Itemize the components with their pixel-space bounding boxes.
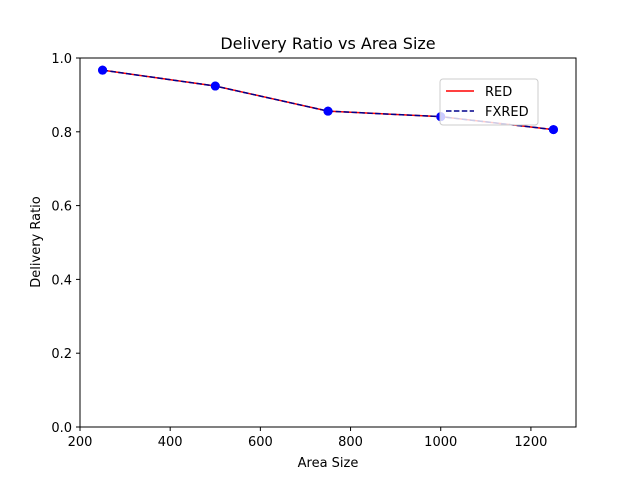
y-tick-label: 1.0	[51, 52, 72, 67]
y-tick-label: 0.0	[51, 421, 72, 436]
data-point-fxred	[323, 106, 333, 116]
legend-label-red: RED	[485, 85, 512, 100]
data-point-fxred	[210, 81, 220, 91]
y-tick-label: 0.8	[51, 126, 72, 141]
plot-frame	[79, 57, 577, 428]
data-point-fxred	[548, 125, 558, 135]
x-axis-ticks: 200 400 600 800 1000 1200	[68, 427, 547, 450]
x-tick-label: 800	[338, 435, 363, 450]
legend-label-fxred: FXRED	[485, 105, 529, 120]
y-axis-label: Delivery Ratio	[29, 196, 44, 288]
y-tick-label: 0.4	[51, 273, 72, 288]
x-axis-label: Area Size	[298, 456, 359, 471]
y-tick-label: 0.2	[51, 347, 72, 362]
chart-title: Delivery Ratio vs Area Size	[220, 34, 435, 53]
x-tick-label: 200	[68, 435, 93, 450]
data-point-fxred	[98, 65, 108, 75]
x-tick-label: 1200	[514, 435, 547, 450]
y-axis-ticks: 0.0 0.2 0.4 0.6 0.8 1.0	[51, 52, 80, 436]
x-tick-label: 600	[248, 435, 273, 450]
x-tick-label: 400	[158, 435, 183, 450]
legend: RED FXRED	[439, 78, 539, 126]
y-tick-label: 0.6	[51, 200, 72, 215]
x-tick-label: 1000	[424, 435, 457, 450]
